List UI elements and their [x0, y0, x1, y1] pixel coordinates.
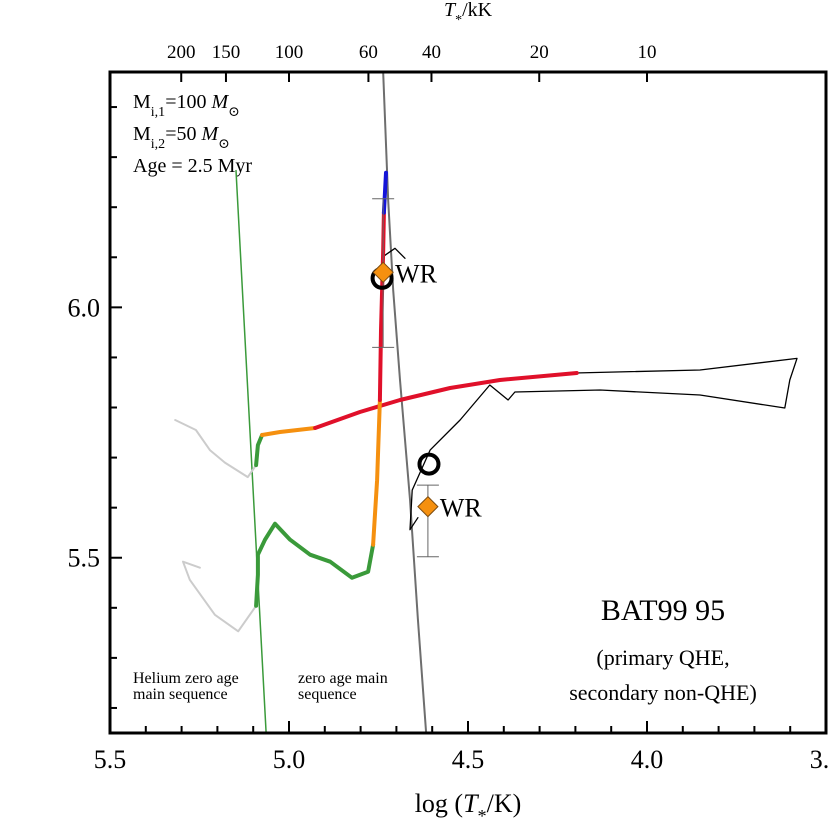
- he-zams-label: main sequence: [133, 686, 228, 703]
- y-tick-label: 6.0: [68, 293, 101, 322]
- track: [182, 560, 258, 633]
- plot: [174, 72, 798, 733]
- track: [254, 521, 376, 608]
- track: [260, 426, 318, 437]
- label-part: =100: [165, 91, 211, 113]
- track: [371, 398, 382, 547]
- label-part: M: [200, 123, 219, 145]
- label-part: Age = 2.5 Myr: [133, 155, 252, 177]
- x2-tick-label: 60: [359, 42, 378, 63]
- observed-label: WR: [440, 494, 483, 523]
- x-tick-label: 4.0: [631, 745, 664, 774]
- observed-point: [372, 261, 394, 284]
- track: [381, 170, 388, 215]
- label-part: M: [133, 91, 151, 113]
- track: [409, 357, 798, 531]
- x2-tick-label: 40: [422, 42, 441, 63]
- label-part: /kK: [462, 0, 493, 21]
- observed-label: WR: [395, 259, 438, 288]
- label-part: T: [444, 0, 457, 21]
- label-part: i,1: [151, 105, 165, 120]
- track: [174, 419, 258, 479]
- subtitle: secondary non-QHE): [569, 680, 757, 705]
- param-line: Mi,2=50 M⊙: [133, 123, 230, 152]
- label-part: =50: [165, 123, 201, 145]
- x2-axis-label: T*/kK: [444, 0, 493, 28]
- label-part: *: [455, 13, 462, 28]
- observed-point: [417, 495, 439, 518]
- track: [384, 247, 406, 259]
- label-part: M: [210, 91, 229, 113]
- x-axis-label: log (T*/K): [415, 789, 522, 825]
- x2-tick-label: 100: [275, 42, 304, 63]
- label-part: *: [478, 806, 487, 825]
- chart-title: BAT99 95: [601, 594, 725, 627]
- he-zams-label: Helium zero age: [133, 670, 239, 687]
- x2-tick-label: 10: [638, 42, 657, 63]
- param-line: Age = 2.5 Myr: [133, 155, 252, 177]
- zams-label: sequence: [298, 686, 357, 703]
- track: [382, 72, 428, 733]
- zams-label: zero age main: [298, 670, 388, 687]
- x-tick-label: 5.5: [94, 745, 127, 774]
- x-tick-label: 3.5: [810, 745, 830, 774]
- model-position: [417, 452, 441, 476]
- x-tick-label: 5.0: [273, 745, 306, 774]
- label-part: T: [463, 789, 479, 818]
- label-part: /K): [487, 789, 522, 818]
- label-part: i,2: [151, 137, 165, 152]
- x2-tick-label: 20: [530, 42, 549, 63]
- y-tick-label: 5.5: [68, 544, 101, 573]
- label-part: ⊙: [228, 105, 240, 120]
- track: [313, 371, 579, 430]
- plot-frame: [108, 70, 828, 735]
- track: [254, 433, 265, 468]
- x-tick-label: 4.5: [452, 745, 485, 774]
- label-part: log (: [415, 789, 463, 818]
- label-part: ⊙: [218, 137, 230, 152]
- label-part: M: [133, 123, 151, 145]
- track: [235, 169, 267, 733]
- param-line: Mi,1=100 M⊙: [133, 91, 240, 120]
- x2-tick-label: 200: [167, 42, 196, 63]
- x2-tick-label: 150: [212, 42, 241, 63]
- subtitle: (primary QHE,: [596, 645, 729, 670]
